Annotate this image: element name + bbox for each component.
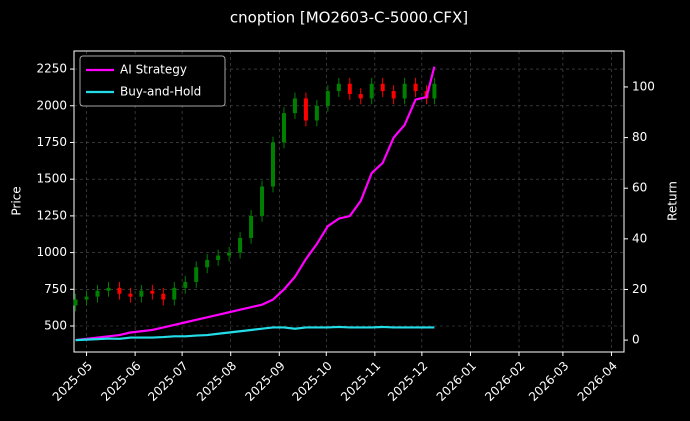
plot-frame — [73, 50, 625, 353]
candle-body — [336, 83, 341, 92]
y-tick-label: 2250 — [36, 62, 67, 76]
y-tick-label: 2000 — [36, 98, 67, 112]
candle-body — [369, 83, 374, 99]
candle-body — [281, 113, 286, 143]
x-tick-label: 2026-03 — [526, 359, 571, 404]
candle-body — [227, 252, 232, 256]
candle-body — [249, 215, 254, 238]
candle-body — [194, 267, 199, 282]
y2-tick-label: 0 — [632, 333, 640, 347]
x-tick-label: 2025-11 — [338, 359, 383, 404]
legend-label: AI Strategy — [120, 63, 187, 77]
candle-body — [402, 83, 407, 99]
legend: AI Strategy Buy-and-Hold — [79, 55, 226, 107]
x-tick-label: 2025-07 — [145, 359, 190, 404]
x-tick-label: 2026-02 — [482, 359, 527, 404]
candle-body — [413, 83, 418, 92]
candle-body — [292, 98, 297, 114]
candle-body — [139, 290, 144, 297]
candle-body — [73, 299, 78, 306]
candle-body — [161, 293, 166, 300]
chart-title: cnoption [MO2603-C-5000.CFX] — [230, 9, 468, 27]
candle-body — [358, 94, 363, 99]
y2-tick-label: 60 — [632, 181, 647, 195]
candle-body — [150, 290, 155, 294]
candle-body — [183, 281, 188, 288]
candle-body — [314, 105, 319, 121]
y2-axis-label: Return — [666, 181, 680, 221]
y2-tick-label: 20 — [632, 282, 647, 296]
y-axis-label: Price — [10, 186, 24, 215]
candle-body — [205, 259, 210, 268]
legend-label: Buy-and-Hold — [120, 85, 201, 99]
y-tick-label: 1500 — [36, 172, 67, 186]
y2-tick-label: 100 — [632, 79, 655, 93]
candle-body — [172, 287, 177, 300]
x-tick-label: 2025-10 — [290, 359, 335, 404]
y-tick-label: 500 — [44, 319, 67, 333]
x-tick-label: 2026-01 — [434, 359, 479, 404]
candle-body — [128, 293, 133, 297]
x-tick-label: 2025-05 — [50, 359, 95, 404]
y2-tick-label: 80 — [632, 130, 647, 144]
line-series — [75, 66, 436, 342]
candle-body — [95, 290, 100, 297]
y-tick-label: 1250 — [36, 208, 67, 222]
candle-body — [238, 237, 243, 253]
candle-body — [271, 142, 276, 187]
candle-body — [432, 83, 437, 99]
x-tick-label: 2025-09 — [243, 359, 288, 404]
candle-body — [260, 186, 265, 216]
candle-body — [117, 287, 122, 294]
x-tick-label: 2025-12 — [385, 359, 430, 404]
candle-body — [325, 91, 330, 106]
y2-tick-label: 40 — [632, 231, 647, 245]
x-tick-label: 2026-04 — [575, 359, 620, 404]
x-tick-label: 2025-08 — [194, 359, 239, 404]
candle-body — [380, 83, 385, 92]
y-tick-label: 1000 — [36, 245, 67, 259]
candle-body — [347, 83, 352, 95]
candle-body — [303, 98, 308, 121]
candle-body — [84, 296, 89, 300]
candle-body — [216, 255, 221, 260]
legend-box — [79, 55, 226, 107]
candle-body — [106, 287, 111, 291]
candle-body — [391, 91, 396, 99]
y-tick-label: 1750 — [36, 135, 67, 149]
line-series — [75, 325, 435, 342]
x-tick-label: 2025-06 — [98, 359, 143, 404]
y-tick-label: 750 — [44, 282, 67, 296]
